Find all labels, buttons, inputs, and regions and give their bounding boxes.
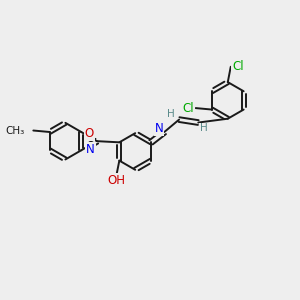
Text: Cl: Cl [232,60,244,73]
Text: OH: OH [107,174,125,187]
Text: N: N [154,122,164,135]
Text: Cl: Cl [182,102,194,115]
Text: CH₃: CH₃ [5,125,25,136]
Text: H: H [167,109,175,119]
Text: H: H [200,124,208,134]
Text: N: N [86,143,95,156]
Text: O: O [85,127,94,140]
